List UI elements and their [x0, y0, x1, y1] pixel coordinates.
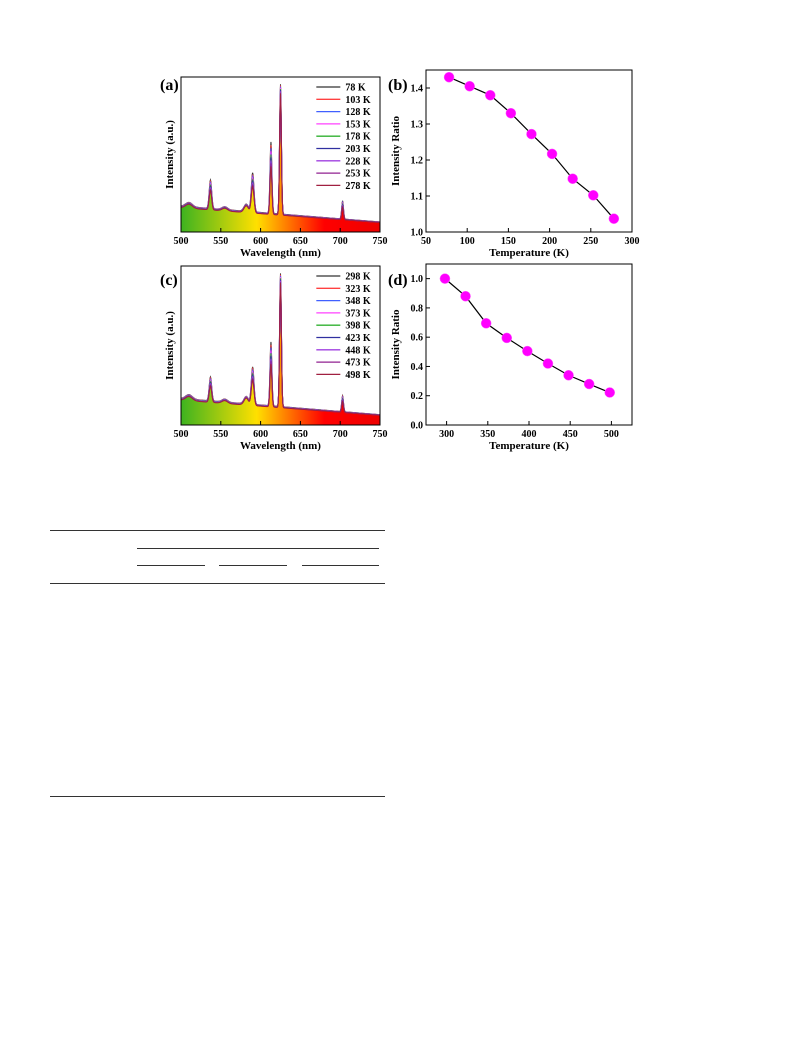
data-point — [439, 273, 451, 284]
x-tick-label: 650 — [293, 429, 308, 440]
data-point — [522, 345, 533, 357]
x-tick-label: 50 — [421, 236, 431, 247]
data-point — [583, 378, 595, 390]
y-axis-label: Intensity (a.u.) — [164, 311, 176, 380]
data-point — [563, 369, 574, 381]
y-tick-label: 1.0 — [411, 228, 424, 239]
panel-label: (c) — [160, 272, 178, 289]
legend-entry: 498 K — [345, 370, 371, 381]
panel-label: (d) — [388, 272, 408, 289]
legend-entry: 323 K — [345, 284, 371, 295]
y-tick-label: 0.8 — [411, 303, 424, 314]
x-tick-label: 700 — [333, 429, 348, 440]
data-point — [443, 71, 455, 83]
x-axis-label: Wavelength (nm) — [240, 440, 321, 452]
x-tick-label: 300 — [439, 429, 454, 440]
data-point — [588, 190, 599, 201]
data-point — [505, 107, 517, 119]
legend-entry: 473 K — [345, 358, 371, 369]
table-header-rule — [50, 583, 385, 584]
y-tick-label: 0.0 — [411, 421, 424, 432]
spectrum-series-line — [180, 283, 381, 416]
data-point — [526, 128, 537, 140]
x-axis-label: Temperature (K) — [489, 440, 569, 452]
y-axis-label: Intensity (a.u.) — [164, 120, 176, 189]
x-tick-label: 100 — [460, 236, 475, 247]
data-point — [464, 80, 475, 92]
x-tick-label: 750 — [373, 429, 388, 440]
x-tick-label: 150 — [501, 236, 516, 247]
data-point — [485, 89, 496, 101]
panel-label: (a) — [160, 77, 179, 94]
x-axis-label: Temperature (K) — [489, 247, 569, 259]
x-tick-label: 450 — [563, 429, 578, 440]
y-tick-label: 0.4 — [411, 362, 424, 373]
y-tick-label: 1.4 — [411, 84, 424, 95]
y-axis-label: Intensity Ratio — [390, 309, 402, 379]
legend-entry: 78 K — [345, 83, 366, 94]
data-point — [542, 358, 554, 369]
y-tick-label: 1.2 — [411, 156, 424, 167]
x-tick-label: 200 — [542, 236, 557, 247]
plot-frame-2 — [180, 265, 381, 426]
x-tick-label: 750 — [373, 236, 388, 247]
table-subgroup-rule-3 — [302, 565, 379, 566]
legend-entry: 153 K — [345, 119, 371, 130]
x-tick-label: 600 — [253, 236, 268, 247]
legend-entry: 348 K — [345, 296, 371, 307]
plot-frame-0 — [180, 76, 381, 233]
data-point — [501, 332, 513, 344]
y-tick-label: 1.0 — [411, 274, 424, 285]
legend-entry: 228 K — [345, 156, 371, 167]
table-subgroup-rule-1 — [137, 565, 205, 566]
legend-entry: 398 K — [345, 321, 371, 332]
data-point — [608, 213, 620, 224]
x-tick-label: 400 — [522, 429, 537, 440]
x-tick-label: 550 — [213, 236, 228, 247]
spectrum-fill — [181, 273, 380, 425]
x-tick-label: 700 — [333, 236, 348, 247]
legend-entry: 373 K — [345, 308, 371, 319]
x-axis-label: Wavelength (nm) — [240, 247, 321, 259]
x-tick-label: 500 — [604, 429, 619, 440]
data-point — [480, 318, 492, 329]
plot-frame-1 — [425, 69, 633, 233]
legend-entry: 423 K — [345, 333, 371, 344]
y-tick-label: 1.3 — [411, 120, 424, 131]
spectrum-fill — [181, 84, 380, 232]
x-tick-label: 500 — [174, 236, 189, 247]
x-tick-label: 600 — [253, 429, 268, 440]
panel-label: (b) — [388, 77, 408, 94]
data-point — [604, 387, 616, 398]
y-tick-label: 1.1 — [411, 192, 424, 203]
y-axis-label: Intensity Ratio — [390, 116, 402, 186]
data-point — [546, 148, 558, 160]
table-subgroup-rule-2 — [219, 565, 287, 566]
table-bottom-rule — [50, 796, 385, 797]
legend-entry: 128 K — [345, 107, 371, 118]
legend-entry: 253 K — [345, 169, 371, 180]
legend-entry: 178 K — [345, 132, 371, 143]
legend-entry: 448 K — [345, 345, 371, 356]
y-tick-label: 0.2 — [411, 391, 424, 402]
figure: 500 550 600 650 700 750 Wavelength (nm) Intensi… — [160, 69, 640, 452]
spectrum-series-line — [180, 93, 381, 224]
x-tick-label: 250 — [583, 236, 598, 247]
x-tick-label: 550 — [213, 429, 228, 440]
x-tick-label: 300 — [625, 236, 640, 247]
y-tick-label: 0.6 — [411, 333, 424, 344]
x-tick-label: 350 — [480, 429, 495, 440]
data-point — [460, 290, 471, 302]
legend-entry: 298 K — [345, 272, 371, 283]
table-group-rule — [137, 548, 379, 549]
data-point — [567, 173, 578, 184]
legend-entry: 278 K — [345, 181, 371, 192]
legend-entry: 103 K — [345, 95, 371, 106]
table-top-rule — [50, 530, 385, 531]
legend-entry: 203 K — [345, 144, 371, 155]
x-tick-label: 650 — [293, 236, 308, 247]
x-tick-label: 500 — [174, 429, 189, 440]
